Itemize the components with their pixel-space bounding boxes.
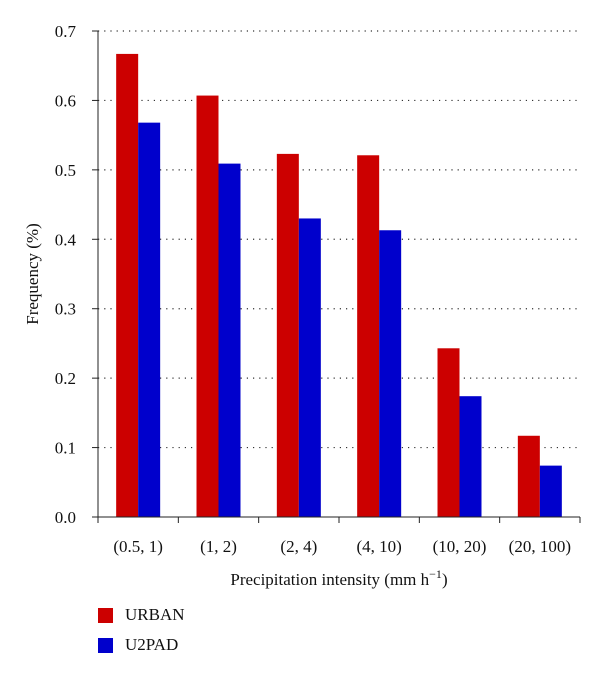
- legend-swatch-urban: [98, 607, 113, 623]
- bar-urban-4: [437, 348, 460, 517]
- x-axis-title-superscript: −1: [429, 567, 442, 581]
- bar-urban-2: [276, 153, 299, 518]
- bar-u2pad-4: [459, 396, 482, 517]
- x-tick-label: (10, 20): [433, 537, 487, 556]
- bar-urban-0: [116, 53, 139, 517]
- y-tick-label: 0.5: [55, 161, 76, 180]
- x-tick-label: (4, 10): [357, 537, 402, 556]
- y-tick-label: 0.1: [55, 439, 76, 458]
- x-tick-label: (1, 2): [200, 537, 237, 556]
- y-axis-title: Frequency (%): [23, 223, 42, 325]
- y-tick-label: 0.4: [55, 230, 77, 249]
- bar-u2pad-0: [138, 122, 161, 517]
- bar-urban-5: [517, 435, 540, 517]
- legend: URBAN U2PAD: [98, 600, 185, 660]
- y-tick-label: 0.7: [55, 22, 77, 41]
- y-tick-label: 0.2: [55, 369, 76, 388]
- x-tick-label: (2, 4): [280, 537, 317, 556]
- y-axis-ticks: 0.0 0.1 0.2 0.3 0.4 0.5 0.6 0.7: [55, 22, 98, 527]
- bar-u2pad-5: [539, 465, 562, 517]
- bar-u2pad-1: [218, 163, 241, 517]
- x-axis-title-suffix: ): [442, 570, 448, 589]
- y-tick-label: 0.3: [55, 300, 76, 319]
- bar-u2pad-2: [298, 218, 321, 517]
- legend-item-u2pad: U2PAD: [98, 630, 185, 660]
- x-axis-title-main: Precipitation intensity (mm h: [230, 570, 429, 589]
- legend-item-urban: URBAN: [98, 600, 185, 630]
- legend-label-urban: URBAN: [125, 605, 185, 624]
- x-axis-title: Precipitation intensity (mm h−1): [230, 567, 447, 589]
- y-tick-label: 0.6: [55, 91, 76, 110]
- bar-urban-3: [357, 155, 380, 517]
- legend-swatch-u2pad: [98, 637, 113, 653]
- bar-chart: 0.00.10.20.30.40.50.60.7 (0.5, 1) (1, 2)(…: [23, 22, 581, 589]
- x-tick-label: (20, 100): [509, 537, 571, 556]
- x-tick-label: (0.5, 1): [113, 537, 163, 556]
- bar-u2pad-3: [379, 230, 402, 517]
- bar-urban-1: [196, 95, 219, 517]
- y-tick-label: 0.0: [55, 508, 76, 527]
- legend-label-u2pad: U2PAD: [125, 635, 179, 654]
- x-axis-ticks: (0.5, 1) (1, 2) (2, 4) (4, 10) (10, 20) (20, …: [97, 517, 581, 556]
- gridlines: [98, 30, 580, 449]
- bars: [116, 53, 562, 518]
